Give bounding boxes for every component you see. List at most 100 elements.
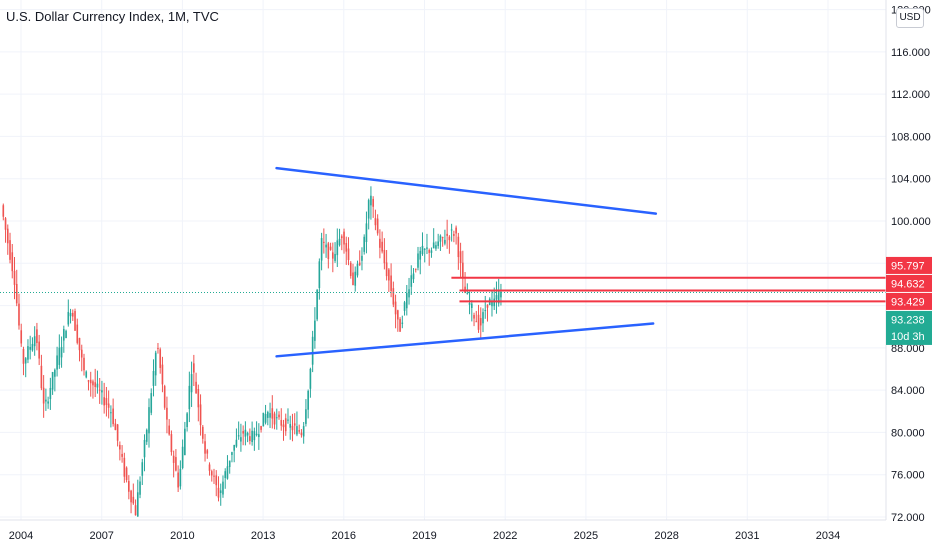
x-tick-label: 2028 [654, 530, 678, 542]
candle [453, 230, 455, 243]
candle [54, 368, 56, 392]
candle-body [405, 293, 408, 309]
candle-body [134, 505, 137, 516]
candle-body [101, 390, 103, 393]
candle [470, 300, 473, 322]
candle [361, 247, 363, 271]
candle [448, 235, 451, 254]
candle-body [392, 288, 395, 305]
candle-body [145, 429, 148, 442]
candle [29, 335, 32, 360]
candle [410, 265, 413, 295]
candle-body [441, 237, 444, 239]
candle [432, 228, 435, 249]
candle [459, 242, 462, 277]
candle [33, 326, 36, 356]
candle [78, 337, 81, 362]
candle [58, 334, 61, 369]
candle [179, 460, 182, 490]
y-tick-label: 100.000 [891, 216, 931, 228]
candle-body [475, 321, 478, 323]
candle-body [92, 381, 94, 386]
candle [80, 344, 83, 372]
candle-body [401, 322, 404, 324]
candle [168, 419, 170, 436]
candle [98, 377, 101, 404]
candle-body [184, 428, 186, 456]
candle [435, 241, 437, 251]
candle-body [459, 251, 462, 264]
candle-body [291, 425, 294, 431]
candle-body [69, 313, 72, 317]
price-label: 95.797 [886, 256, 932, 274]
candle [412, 268, 415, 284]
price-label-bg [886, 292, 932, 310]
candle-body [6, 228, 9, 244]
candle [67, 299, 70, 327]
candle [329, 242, 332, 251]
candle-body [293, 423, 296, 426]
candle [358, 250, 361, 267]
candle-body [311, 336, 314, 365]
candle-body [141, 462, 144, 476]
candle [11, 244, 14, 279]
candle [385, 250, 388, 281]
candle-body [363, 236, 366, 252]
candle [213, 468, 215, 484]
candle [266, 410, 269, 426]
candle-body [307, 390, 309, 410]
candle [177, 465, 179, 493]
candle-body [462, 262, 464, 279]
candle [175, 449, 177, 472]
trendline-lower [275, 322, 655, 358]
candle-body [2, 205, 5, 217]
candle [475, 310, 478, 323]
candle [101, 380, 103, 405]
candle-body [266, 412, 269, 418]
candle-body [163, 386, 166, 408]
candle-body [168, 425, 170, 435]
candle [293, 413, 296, 435]
candle [484, 295, 487, 319]
candle-body [417, 253, 419, 268]
candle-body [51, 372, 54, 390]
candle-body [302, 426, 305, 437]
candle [255, 421, 258, 437]
candle-body [374, 218, 377, 226]
candle [217, 476, 220, 502]
candle-body [336, 240, 339, 256]
candle [121, 445, 123, 463]
candle [20, 323, 23, 347]
candle-body [439, 235, 442, 242]
candle [249, 428, 251, 445]
candle-body [195, 381, 197, 394]
candle [206, 448, 209, 459]
candle [421, 232, 424, 256]
candle-body [11, 252, 14, 272]
candle-body [33, 336, 36, 347]
candle-body [370, 195, 372, 206]
candle [27, 339, 29, 364]
candle [363, 234, 366, 255]
candle [94, 368, 97, 398]
candle [116, 423, 119, 447]
candle [40, 354, 43, 391]
candle-body [121, 453, 123, 457]
candle-body [314, 320, 316, 341]
candle-body [421, 245, 424, 255]
candle-body [67, 311, 70, 325]
candle [289, 415, 292, 440]
candle [320, 232, 323, 271]
candle [163, 384, 166, 410]
currency-button[interactable]: USD [896, 8, 924, 28]
candle [397, 309, 399, 332]
candle [228, 460, 231, 474]
candle-body [251, 430, 253, 443]
candle [123, 452, 126, 483]
candle-body [215, 475, 218, 486]
candle-body [148, 407, 150, 434]
candle [159, 347, 162, 374]
candle-body [49, 387, 52, 400]
x-tick-label: 2007 [89, 530, 113, 542]
